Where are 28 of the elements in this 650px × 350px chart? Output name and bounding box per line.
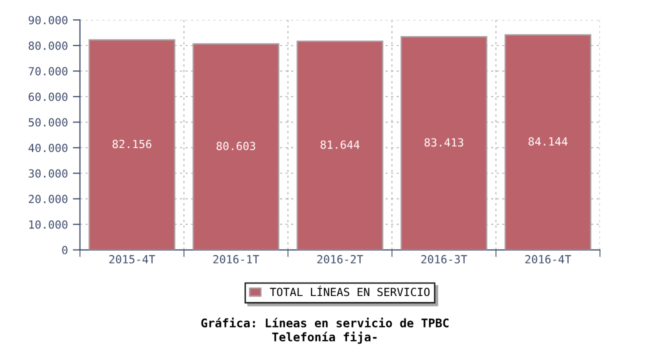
y-tick-label: 80.000 — [28, 42, 68, 50]
bar — [296, 40, 384, 250]
x-tick-label: 2016-3T — [421, 255, 468, 264]
y-tick-label: 10.000 — [29, 220, 68, 229]
y-tick-label: 0 — [62, 246, 68, 254]
text: Telefonía fija- — [272, 332, 377, 344]
y-tick-label: 30.000 — [28, 169, 68, 178]
bar — [88, 39, 176, 250]
bar — [400, 36, 488, 250]
data-label: 81.644 — [320, 140, 360, 149]
x-tick-label: 2016-4T — [525, 255, 572, 264]
data-label: 80.603 — [216, 142, 256, 150]
bar — [504, 34, 592, 250]
x-tick-label: 2015-4T — [109, 255, 156, 264]
y-tick-label: 90.000 — [28, 16, 68, 24]
y-tick-label: 20.000 — [28, 194, 68, 204]
text: Gráfica: Líneas en servicio de TPBC — [201, 318, 449, 328]
legend-label: TOTAL LÍNEAS EN SERVICIO — [270, 286, 430, 296]
y-tick-label: 70.000 — [28, 67, 68, 76]
data-label: 84.144 — [528, 137, 568, 146]
y-tick-label: 50.000 — [28, 118, 68, 127]
data-label: 82.156 — [112, 140, 152, 148]
data-label: 83.413 — [424, 138, 464, 147]
y-tick-label: 40.000 — [28, 144, 68, 152]
x-tick-label: 2016-1T — [213, 255, 260, 264]
bar — [192, 43, 280, 250]
x-tick-label: 2016-2T — [317, 255, 364, 264]
y-tick-label: 60.000 — [28, 92, 68, 102]
